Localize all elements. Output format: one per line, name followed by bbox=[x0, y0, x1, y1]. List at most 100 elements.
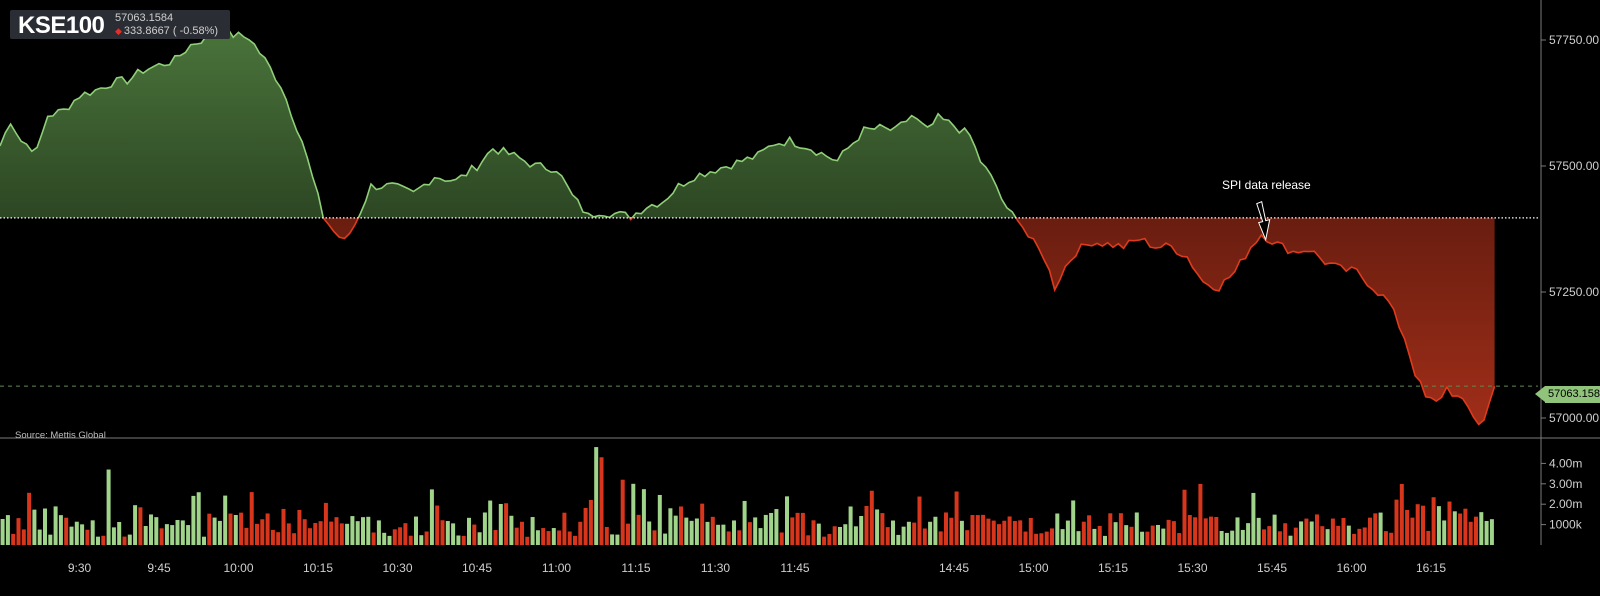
volume-bar bbox=[1293, 527, 1298, 545]
volume-bar bbox=[472, 524, 477, 545]
volume-bar bbox=[1081, 521, 1086, 545]
volume-bar bbox=[217, 520, 222, 545]
x-tick-label: 10:30 bbox=[382, 561, 412, 575]
volume-bar bbox=[1240, 529, 1245, 545]
volume-bar bbox=[43, 508, 47, 545]
volume-bar bbox=[32, 509, 37, 545]
last-price-tag-arrow-icon bbox=[1535, 386, 1545, 402]
volume-bar bbox=[551, 528, 556, 545]
volume-bar bbox=[896, 534, 901, 545]
volume-bar bbox=[414, 516, 418, 545]
volume-bar bbox=[827, 534, 832, 545]
volume-bar bbox=[1198, 483, 1203, 545]
volume-bar bbox=[822, 536, 827, 545]
volume-bar bbox=[366, 516, 371, 545]
down-arrow-icon: ◆ bbox=[115, 26, 122, 36]
volume-bar bbox=[1018, 520, 1023, 545]
x-tick-label: 16:15 bbox=[1416, 561, 1446, 575]
volume-bar bbox=[202, 536, 206, 545]
volume-bar bbox=[1171, 521, 1176, 545]
volume-bar bbox=[1145, 531, 1150, 545]
volume-bar bbox=[1378, 512, 1383, 545]
volume-bar bbox=[949, 517, 954, 545]
volume-bar bbox=[1028, 518, 1033, 545]
volume-bar bbox=[451, 523, 456, 545]
volume-bar bbox=[1315, 514, 1319, 545]
volume-bar bbox=[838, 526, 842, 545]
volume-bar bbox=[816, 523, 821, 545]
volume-bar bbox=[1277, 531, 1282, 545]
x-tick-label: 15:45 bbox=[1257, 561, 1287, 575]
volume-bar bbox=[875, 509, 880, 545]
volume-bar bbox=[467, 517, 471, 545]
volume-bar bbox=[149, 514, 153, 545]
volume-bar bbox=[504, 503, 509, 545]
volume-bar bbox=[228, 513, 233, 545]
volume-bar bbox=[652, 530, 657, 545]
volume-bar bbox=[1394, 499, 1399, 545]
volume-bar bbox=[292, 533, 297, 545]
volume-bar bbox=[16, 518, 21, 545]
volume-bar bbox=[1389, 532, 1394, 545]
volume-bar bbox=[122, 536, 127, 545]
volume-bar bbox=[938, 531, 943, 545]
x-tick-label: 9:45 bbox=[147, 561, 171, 575]
volume-bar bbox=[721, 524, 726, 545]
volume-bar bbox=[1224, 532, 1229, 545]
volume-bar bbox=[1304, 518, 1309, 545]
volume-bar bbox=[207, 513, 212, 545]
volume-bar bbox=[11, 533, 16, 545]
axes: 57000.00 57250.00 57500.00 57750.00 1000k 2.0… bbox=[0, 0, 1600, 575]
volume-bar bbox=[954, 491, 959, 545]
volume-bar bbox=[1336, 525, 1341, 545]
volume-bar bbox=[1341, 518, 1346, 545]
volume-bar bbox=[255, 523, 259, 545]
volume-bar bbox=[811, 520, 816, 545]
volume-bar bbox=[445, 521, 450, 545]
x-tick-label: 15:00 bbox=[1018, 561, 1048, 575]
volume-bar bbox=[599, 457, 604, 545]
volume-bar bbox=[1177, 533, 1182, 545]
volume-bar bbox=[180, 520, 185, 545]
volume-bar bbox=[361, 517, 365, 545]
volume-bar bbox=[329, 521, 334, 545]
volume-bar bbox=[53, 506, 58, 545]
volume-bar bbox=[1182, 489, 1187, 545]
volume-bar bbox=[249, 492, 254, 545]
y-tick-label: 57500.00 bbox=[1549, 159, 1599, 173]
volume-bar bbox=[1103, 535, 1107, 545]
volume-bar bbox=[620, 479, 625, 545]
volume-bar bbox=[1452, 511, 1457, 545]
x-tick-label: 11:00 bbox=[542, 561, 571, 575]
volume-bar bbox=[1415, 504, 1420, 545]
up-area-fill bbox=[0, 28, 1495, 218]
volume-bar bbox=[753, 517, 758, 545]
volume-bar bbox=[1299, 521, 1304, 545]
volume-bar bbox=[588, 499, 593, 545]
volume-bar bbox=[785, 496, 789, 545]
volume-bar bbox=[1474, 516, 1478, 545]
volume-bar bbox=[800, 512, 805, 545]
volume-bar bbox=[69, 526, 74, 545]
volume-bar bbox=[239, 512, 244, 545]
volume-bar bbox=[520, 521, 524, 545]
change-value: 333.8667 ( -0.58%) bbox=[123, 25, 219, 37]
volume-bar bbox=[1065, 520, 1070, 545]
volume-tick-label: 3.00m bbox=[1549, 477, 1582, 491]
volume-bar bbox=[403, 523, 408, 545]
volume-bar bbox=[912, 522, 917, 545]
volume-bar bbox=[1161, 528, 1166, 545]
volume-bar bbox=[1383, 531, 1388, 545]
volume-bar bbox=[106, 469, 111, 545]
volume-bar bbox=[1230, 530, 1235, 545]
down-area-fill bbox=[323, 217, 1495, 425]
price-line-down bbox=[322, 217, 1496, 426]
volume-bar bbox=[1187, 514, 1192, 545]
volume-bar bbox=[297, 509, 302, 545]
volume-bar bbox=[535, 530, 540, 545]
volume-bar bbox=[1426, 530, 1431, 545]
volume-bar bbox=[387, 535, 392, 545]
volume-bar bbox=[1023, 531, 1028, 545]
volume-bar bbox=[626, 523, 630, 545]
volume-bar bbox=[371, 532, 376, 545]
